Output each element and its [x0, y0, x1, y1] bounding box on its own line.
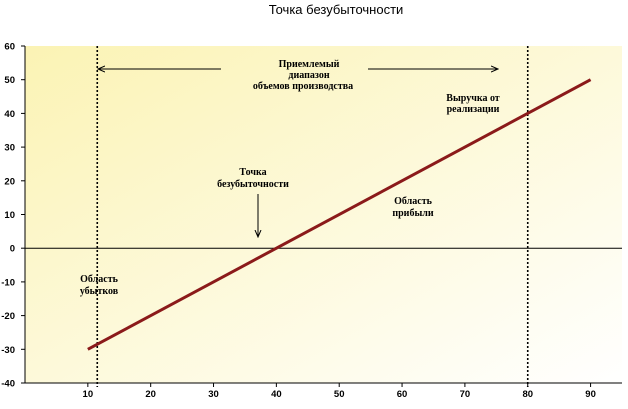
annotation-breakeven-line-1: Точка: [239, 167, 266, 178]
annotation-revenue-line-2: реализации: [447, 104, 500, 115]
annotation-loss-line-2: убытков: [80, 286, 119, 297]
annotation-loss-line-1: Область: [80, 274, 118, 285]
y-tick-label: -20: [1, 311, 15, 322]
y-tick-label: 30: [4, 143, 15, 154]
plot-area: [25, 46, 622, 383]
y-tick-label: -30: [1, 345, 15, 356]
annotation-revenue: Выручка от реализации: [446, 93, 500, 115]
annotation-breakeven-line-2: безубыточности: [217, 179, 289, 190]
annotation-range-line-3: объемов производства: [253, 81, 353, 92]
annotation-profit-line-2: прибыли: [392, 208, 434, 219]
x-tick-label: 10: [83, 389, 94, 400]
annotation-revenue-line-1: Выручка от: [446, 93, 500, 104]
x-axis: 10 20 30 40 50 60 70 80 90: [25, 247, 622, 400]
x-tick-label: 20: [145, 389, 156, 400]
y-tick-label: 20: [4, 176, 15, 187]
annotation-breakeven: Точка безубыточности: [217, 167, 289, 237]
reference-lines: [96, 46, 529, 387]
x-tick-label: 30: [208, 389, 219, 400]
y-tick-label: -10: [1, 277, 15, 288]
y-tick-label: -40: [1, 379, 15, 390]
x-tick-label: 90: [585, 389, 596, 400]
annotation-range: Приемлемый диапазон объемов производства: [98, 59, 498, 92]
x-tick-label: 60: [397, 389, 408, 400]
x-tick-label: 80: [522, 389, 533, 400]
x-tick-label: 70: [460, 389, 471, 400]
x-tick-label: 40: [271, 389, 282, 400]
annotation-profit: Область прибыли: [392, 196, 434, 219]
y-tick-label: 0: [10, 244, 15, 255]
annotation-range-line-2: диапазон: [288, 70, 329, 81]
series-group: [87, 78, 592, 351]
annotation-range-line-1: Приемлемый: [279, 59, 340, 70]
x-tick-label: 50: [334, 389, 345, 400]
y-axis: -40 -30 -20 -10 0 10 20 30 40 50 60: [1, 42, 26, 390]
series-line-1: [87, 78, 592, 351]
y-tick-label: 10: [4, 210, 15, 221]
chart-title: Точка безубыточности: [269, 2, 404, 17]
annotation-loss: Область убытков: [80, 274, 119, 297]
y-tick-label: 40: [4, 109, 15, 120]
y-tick-label: 50: [4, 75, 15, 86]
y-tick-label: 60: [4, 42, 15, 53]
annotation-profit-line-1: Область: [394, 196, 432, 207]
